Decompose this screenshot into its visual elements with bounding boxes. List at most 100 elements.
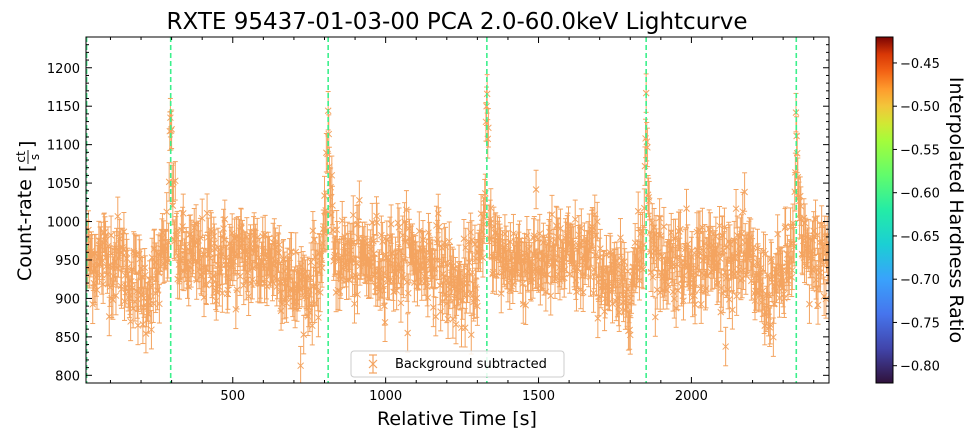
- y-tick-label: 1150: [47, 100, 80, 115]
- data-point: [445, 221, 453, 261]
- data-point: [114, 196, 122, 237]
- data-point: [626, 315, 634, 355]
- data-point: [577, 208, 585, 248]
- data-point: [458, 307, 465, 348]
- colorbar-tick-label: −0.55: [900, 143, 940, 158]
- data-point: [574, 249, 582, 289]
- data-point: [404, 313, 412, 353]
- data-point: [634, 191, 642, 231]
- data-point: [373, 196, 380, 236]
- colorbar-tick-label: −0.50: [900, 100, 940, 115]
- data-point: [283, 283, 290, 323]
- data-point: [349, 195, 357, 235]
- x-axis-label: Relative Time [s]: [377, 408, 537, 430]
- data-point: [657, 216, 665, 256]
- data-point: [133, 271, 141, 311]
- data-point: [121, 281, 128, 321]
- data-point: [207, 210, 215, 250]
- legend-box: [350, 350, 565, 378]
- data-point: [414, 266, 421, 307]
- data-point: [474, 286, 481, 326]
- data-point: [423, 266, 431, 307]
- data-point: [395, 207, 403, 247]
- data-point: [438, 228, 446, 268]
- data-point: [273, 266, 281, 307]
- data-point: [215, 267, 223, 307]
- data-point: [722, 326, 730, 367]
- data-point: [156, 284, 163, 324]
- y-axis-label: Count-rate: [14, 179, 36, 281]
- colorbar-tick-label: −0.70: [900, 273, 940, 288]
- data-point: [560, 242, 567, 282]
- data-point: [333, 210, 341, 250]
- data-point: [466, 242, 473, 283]
- data-point: [141, 248, 149, 288]
- x-tick-label: 1500: [522, 389, 555, 404]
- data-point: [379, 221, 386, 262]
- data-point: [766, 307, 774, 347]
- data-point: [716, 238, 724, 279]
- data-point: [468, 220, 476, 260]
- data-point: [733, 276, 741, 316]
- data-point: [205, 234, 213, 275]
- colorbar-ticks: −0.45 −0.50 −0.55 −0.60 −0.65 −0.70 −0.75 −0.80: [893, 57, 940, 375]
- data-point: [381, 302, 389, 343]
- data-point: [472, 267, 479, 308]
- data-point: [118, 269, 125, 309]
- data-point: [664, 265, 672, 305]
- data-point: [573, 272, 580, 312]
- data-point: [691, 284, 699, 325]
- data-point: [725, 279, 733, 320]
- legend: Background subtracted: [350, 350, 565, 378]
- data-point: [742, 255, 750, 295]
- data-point: [732, 188, 740, 229]
- data-point: [788, 257, 796, 298]
- data-point: [321, 175, 328, 216]
- data-point: [793, 133, 801, 173]
- flare-markers: [86, 37, 798, 383]
- data-point: [203, 265, 210, 306]
- data-point: [307, 258, 314, 298]
- data-point: [473, 278, 481, 318]
- data-point: [726, 224, 734, 264]
- data-point: [532, 169, 540, 210]
- y-tick-label: 1200: [47, 62, 80, 77]
- data-point: [341, 216, 349, 257]
- data-point: [300, 314, 308, 355]
- data-point: [148, 309, 155, 350]
- data-point: [297, 345, 304, 383]
- data-point: [677, 209, 684, 249]
- colorbar-frame: [875, 36, 894, 384]
- data-point: [754, 228, 761, 269]
- data-point: [525, 229, 533, 269]
- x-tick-label: 500: [220, 389, 245, 404]
- data-point: [403, 262, 411, 302]
- colorbar-tick-label: −0.60: [900, 187, 940, 202]
- data-point: [593, 201, 601, 242]
- data-point: [587, 257, 594, 297]
- data-point: [424, 277, 432, 318]
- data-point: [663, 270, 671, 310]
- data-point: [588, 207, 596, 247]
- data-point: [729, 290, 736, 330]
- data-point: [305, 287, 312, 328]
- y-tick-label: 1050: [47, 177, 80, 192]
- data-point: [820, 276, 828, 316]
- legend-marker: [368, 354, 378, 374]
- data-point: [801, 203, 809, 243]
- data-point: [570, 226, 577, 266]
- data-point: [781, 278, 788, 318]
- data-point: [714, 263, 722, 303]
- y-tick-label: 1100: [47, 139, 80, 154]
- data-point: [275, 233, 282, 273]
- data-point: [263, 266, 271, 307]
- colorbar-tick-label: −0.80: [900, 360, 940, 375]
- data-point: [560, 258, 568, 298]
- data-point: [318, 248, 326, 288]
- data-point: [766, 304, 774, 345]
- data-point: [769, 317, 777, 357]
- x-tick-label: 2000: [675, 389, 708, 404]
- colorbar-tick-label: −0.65: [900, 230, 940, 245]
- x-axis: 500 1000 1500 2000: [109, 37, 815, 404]
